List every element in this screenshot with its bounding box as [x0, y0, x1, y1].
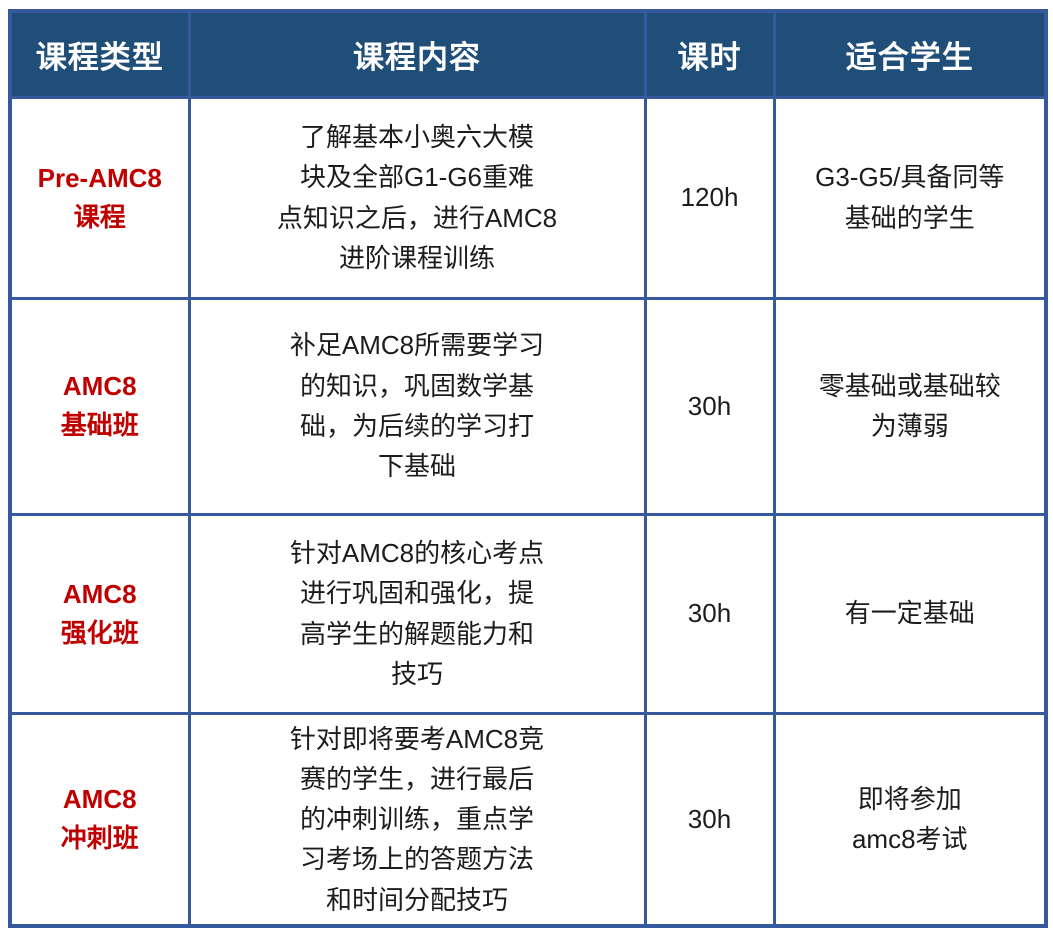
header-cell-hours: 课时 — [643, 9, 776, 99]
course-students-text: 零基础或基础较 为薄弱 — [772, 296, 1048, 516]
header-cell-students: 适合学生 — [772, 9, 1048, 99]
course-content-text: 针对即将要考AMC8竞 赛的学生，进行最后 的冲刺训练，重点学 习考场上的答题方… — [187, 711, 647, 928]
course-students-text: G3-G5/具备同等 基础的学生 — [772, 95, 1048, 300]
course-type-label: AMC8 强化班 — [8, 512, 191, 715]
course-students-text: 有一定基础 — [772, 512, 1048, 715]
course-hours-value: 30h — [643, 296, 776, 516]
course-type-label: AMC8 基础班 — [8, 296, 191, 516]
course-content-text: 补足AMC8所需要学习 的知识，巩固数学基 础，为后续的学习打 下基础 — [187, 296, 647, 516]
table-header-row: 课程类型 课程内容 课时 适合学生 — [8, 9, 1048, 99]
table-row-amc8-basic: AMC8 基础班 补足AMC8所需要学习 的知识，巩固数学基 础，为后续的学习打… — [8, 296, 1048, 516]
header-cell-course-content: 课程内容 — [187, 9, 647, 99]
table-row-pre-amc8: Pre-AMC8 课程 了解基本小奥六大模 块及全部G1-G6重难 点知识之后，… — [8, 95, 1048, 300]
course-content-text: 了解基本小奥六大模 块及全部G1-G6重难 点知识之后，进行AMC8 进阶课程训… — [187, 95, 647, 300]
course-hours-value: 30h — [643, 512, 776, 715]
course-type-label: AMC8 冲刺班 — [8, 711, 191, 928]
course-type-label: Pre-AMC8 课程 — [8, 95, 191, 300]
course-students-text: 即将参加 amc8考试 — [772, 711, 1048, 928]
table-row-amc8-sprint: AMC8 冲刺班 针对即将要考AMC8竞 赛的学生，进行最后 的冲刺训练，重点学… — [8, 711, 1048, 928]
header-cell-course-type: 课程类型 — [8, 9, 191, 99]
amc8-course-table: 课程类型 课程内容 课时 适合学生 Pre-AMC8 课程 了解基本小奥六大模 … — [8, 9, 1048, 928]
course-hours-value: 120h — [643, 95, 776, 300]
course-content-text: 针对AMC8的核心考点 进行巩固和强化，提 高学生的解题能力和 技巧 — [187, 512, 647, 715]
table-row-amc8-intensive: AMC8 强化班 针对AMC8的核心考点 进行巩固和强化，提 高学生的解题能力和… — [8, 512, 1048, 715]
course-hours-value: 30h — [643, 711, 776, 928]
